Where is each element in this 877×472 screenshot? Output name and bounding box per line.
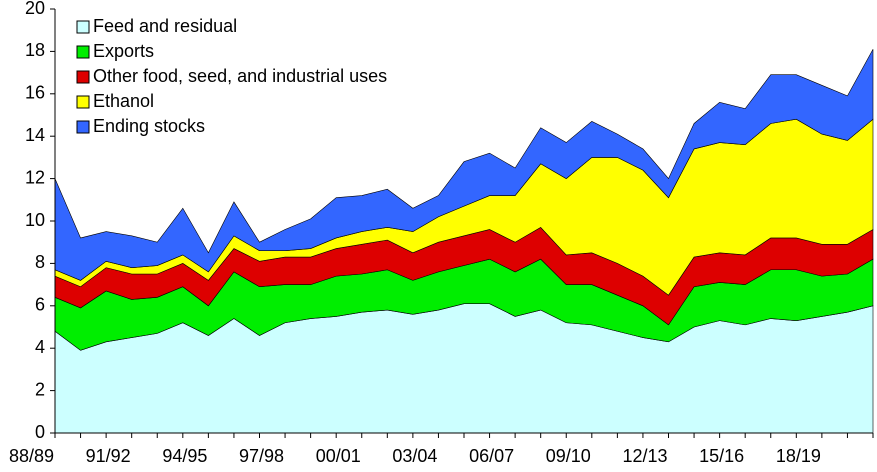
legend-swatch [76,70,90,84]
x-tick-label: 06/07 [469,446,514,466]
y-tick-label: 20 [25,0,45,18]
legend-label: Ethanol [93,91,154,111]
x-tick-label: 18/19 [776,446,821,466]
y-tick-label: 16 [25,83,45,103]
legend-label: Other food, seed, and industrial uses [93,66,387,86]
x-tick-label: 09/10 [546,446,591,466]
area [54,49,874,281]
legend-swatch [76,120,90,134]
y-tick-label: 0 [35,422,45,442]
y-tick-label: 10 [25,210,45,230]
y-tick-label: 18 [25,40,45,60]
x-tick-label: 97/98 [239,446,284,466]
x-tick-label: 12/13 [622,446,667,466]
x-tick-label: 88/89 [9,446,54,466]
legend-label: Feed and residual [93,16,237,36]
y-tick-label: 4 [35,337,45,357]
legend-swatch [76,95,90,109]
x-tick-label: 00/01 [316,446,361,466]
y-tick-label: 2 [35,379,45,399]
x-tick-label: 94/95 [162,446,207,466]
legend-label: Exports [93,41,154,61]
legend-swatch [76,45,90,59]
legend-swatch [76,20,90,34]
x-tick-label: 03/04 [392,446,437,466]
legend-label: Ending stocks [93,116,205,136]
y-tick-label: 14 [25,125,45,145]
x-tick-label: 15/16 [699,446,744,466]
x-tick-label: 91/92 [86,446,131,466]
y-tick-label: 6 [35,295,45,315]
y-tick-label: 8 [35,252,45,272]
y-tick-label: 12 [25,167,45,187]
